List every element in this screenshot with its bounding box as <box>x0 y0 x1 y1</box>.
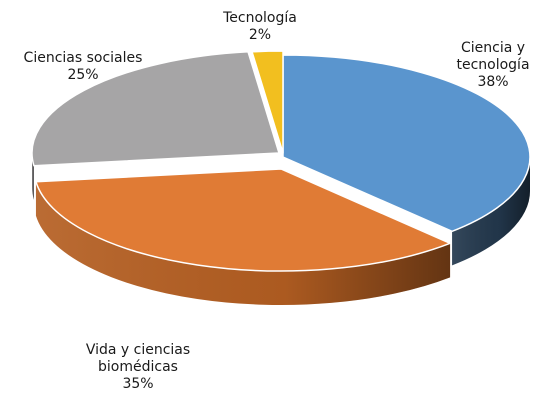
slice-labels: Ciencia y tecnología 38% Vida y ciencias bio… <box>24 10 530 392</box>
pie-side-shade-0 <box>452 157 530 266</box>
slice-label-0: Ciencia y tecnología 38% <box>456 40 529 90</box>
pie-slices <box>31 50 531 272</box>
pie-slice-1 <box>35 168 451 272</box>
slice-label-3: Tecnología 2% <box>222 10 297 43</box>
slice-label-1: Vida y ciencias biomédicas 35% <box>86 342 190 392</box>
pie-slice-0 <box>282 54 531 233</box>
pie-slice-2 <box>31 51 280 167</box>
pie-side-shade-1 <box>35 181 451 305</box>
slice-label-2: Ciencias sociales 25% <box>24 50 143 83</box>
pie-slice-3 <box>251 50 284 154</box>
